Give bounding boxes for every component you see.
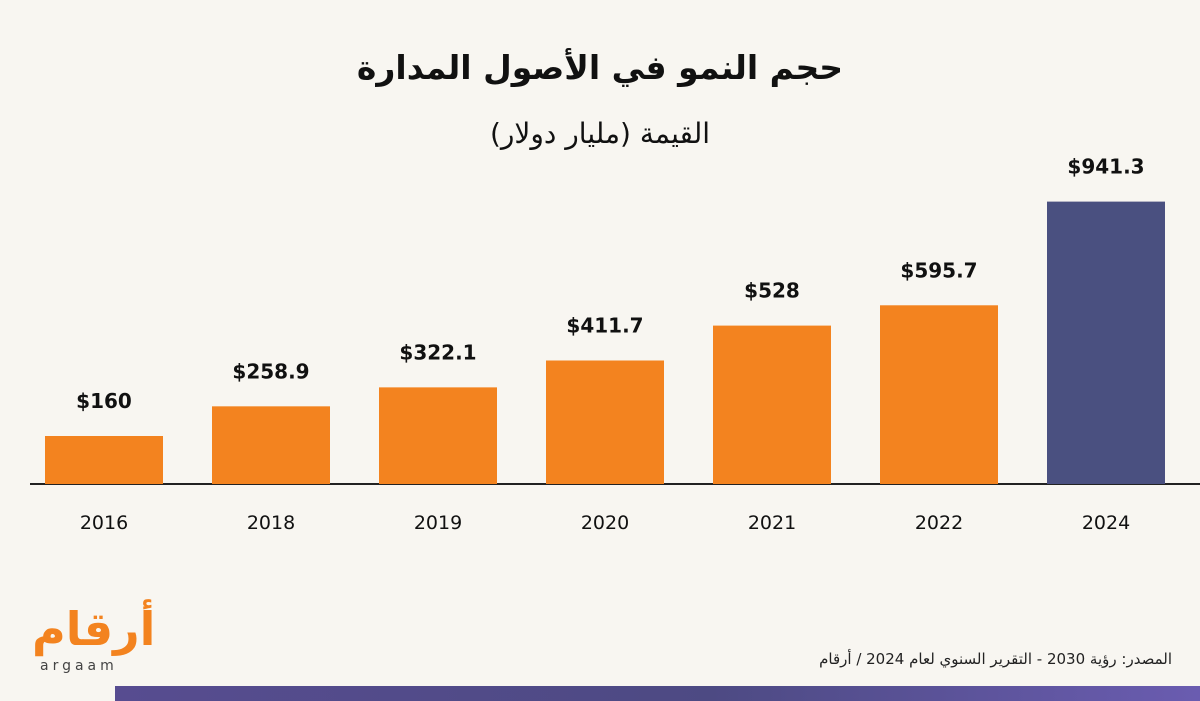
footer-decorative-bar bbox=[115, 686, 1200, 701]
bar-2024 bbox=[1047, 201, 1165, 485]
bar-2022 bbox=[880, 305, 998, 484]
bar-2018 bbox=[212, 406, 330, 484]
tick-label-2016: 2016 bbox=[80, 512, 128, 534]
value-label-2019: $322.1 bbox=[399, 340, 476, 364]
tick-label-2018: 2018 bbox=[247, 512, 295, 534]
page-subtitle: القيمة (مليار دولار) bbox=[489, 117, 711, 150]
bar-2020 bbox=[546, 360, 664, 484]
bar-2019 bbox=[379, 387, 497, 484]
logo-arabic-text: أرقام bbox=[32, 602, 156, 656]
tick-label-2020: 2020 bbox=[581, 512, 629, 534]
tick-label-2022: 2022 bbox=[915, 512, 963, 534]
value-label-2018: $258.9 bbox=[232, 359, 309, 383]
page-title: حجم النمو في الأصول المدارة bbox=[356, 48, 844, 87]
bar-2021 bbox=[713, 325, 831, 484]
value-label-2020: $411.7 bbox=[566, 313, 643, 337]
source-note: المصدر: رؤية 2030 - التقرير السنوي لعام … bbox=[819, 650, 1172, 668]
value-label-2021: $528 bbox=[744, 279, 800, 303]
value-label-2024: $941.3 bbox=[1067, 155, 1144, 179]
argaam-logo: أرقام argaam bbox=[30, 606, 170, 674]
value-label-2016: $160 bbox=[76, 389, 132, 413]
tick-label-2019: 2019 bbox=[414, 512, 462, 534]
bar-2016 bbox=[45, 436, 163, 484]
logo-latin-text: argaam bbox=[40, 658, 118, 674]
tick-label-2021: 2021 bbox=[748, 512, 796, 534]
value-label-2022: $595.7 bbox=[900, 258, 977, 282]
tick-label-2024: 2024 bbox=[1082, 512, 1130, 534]
